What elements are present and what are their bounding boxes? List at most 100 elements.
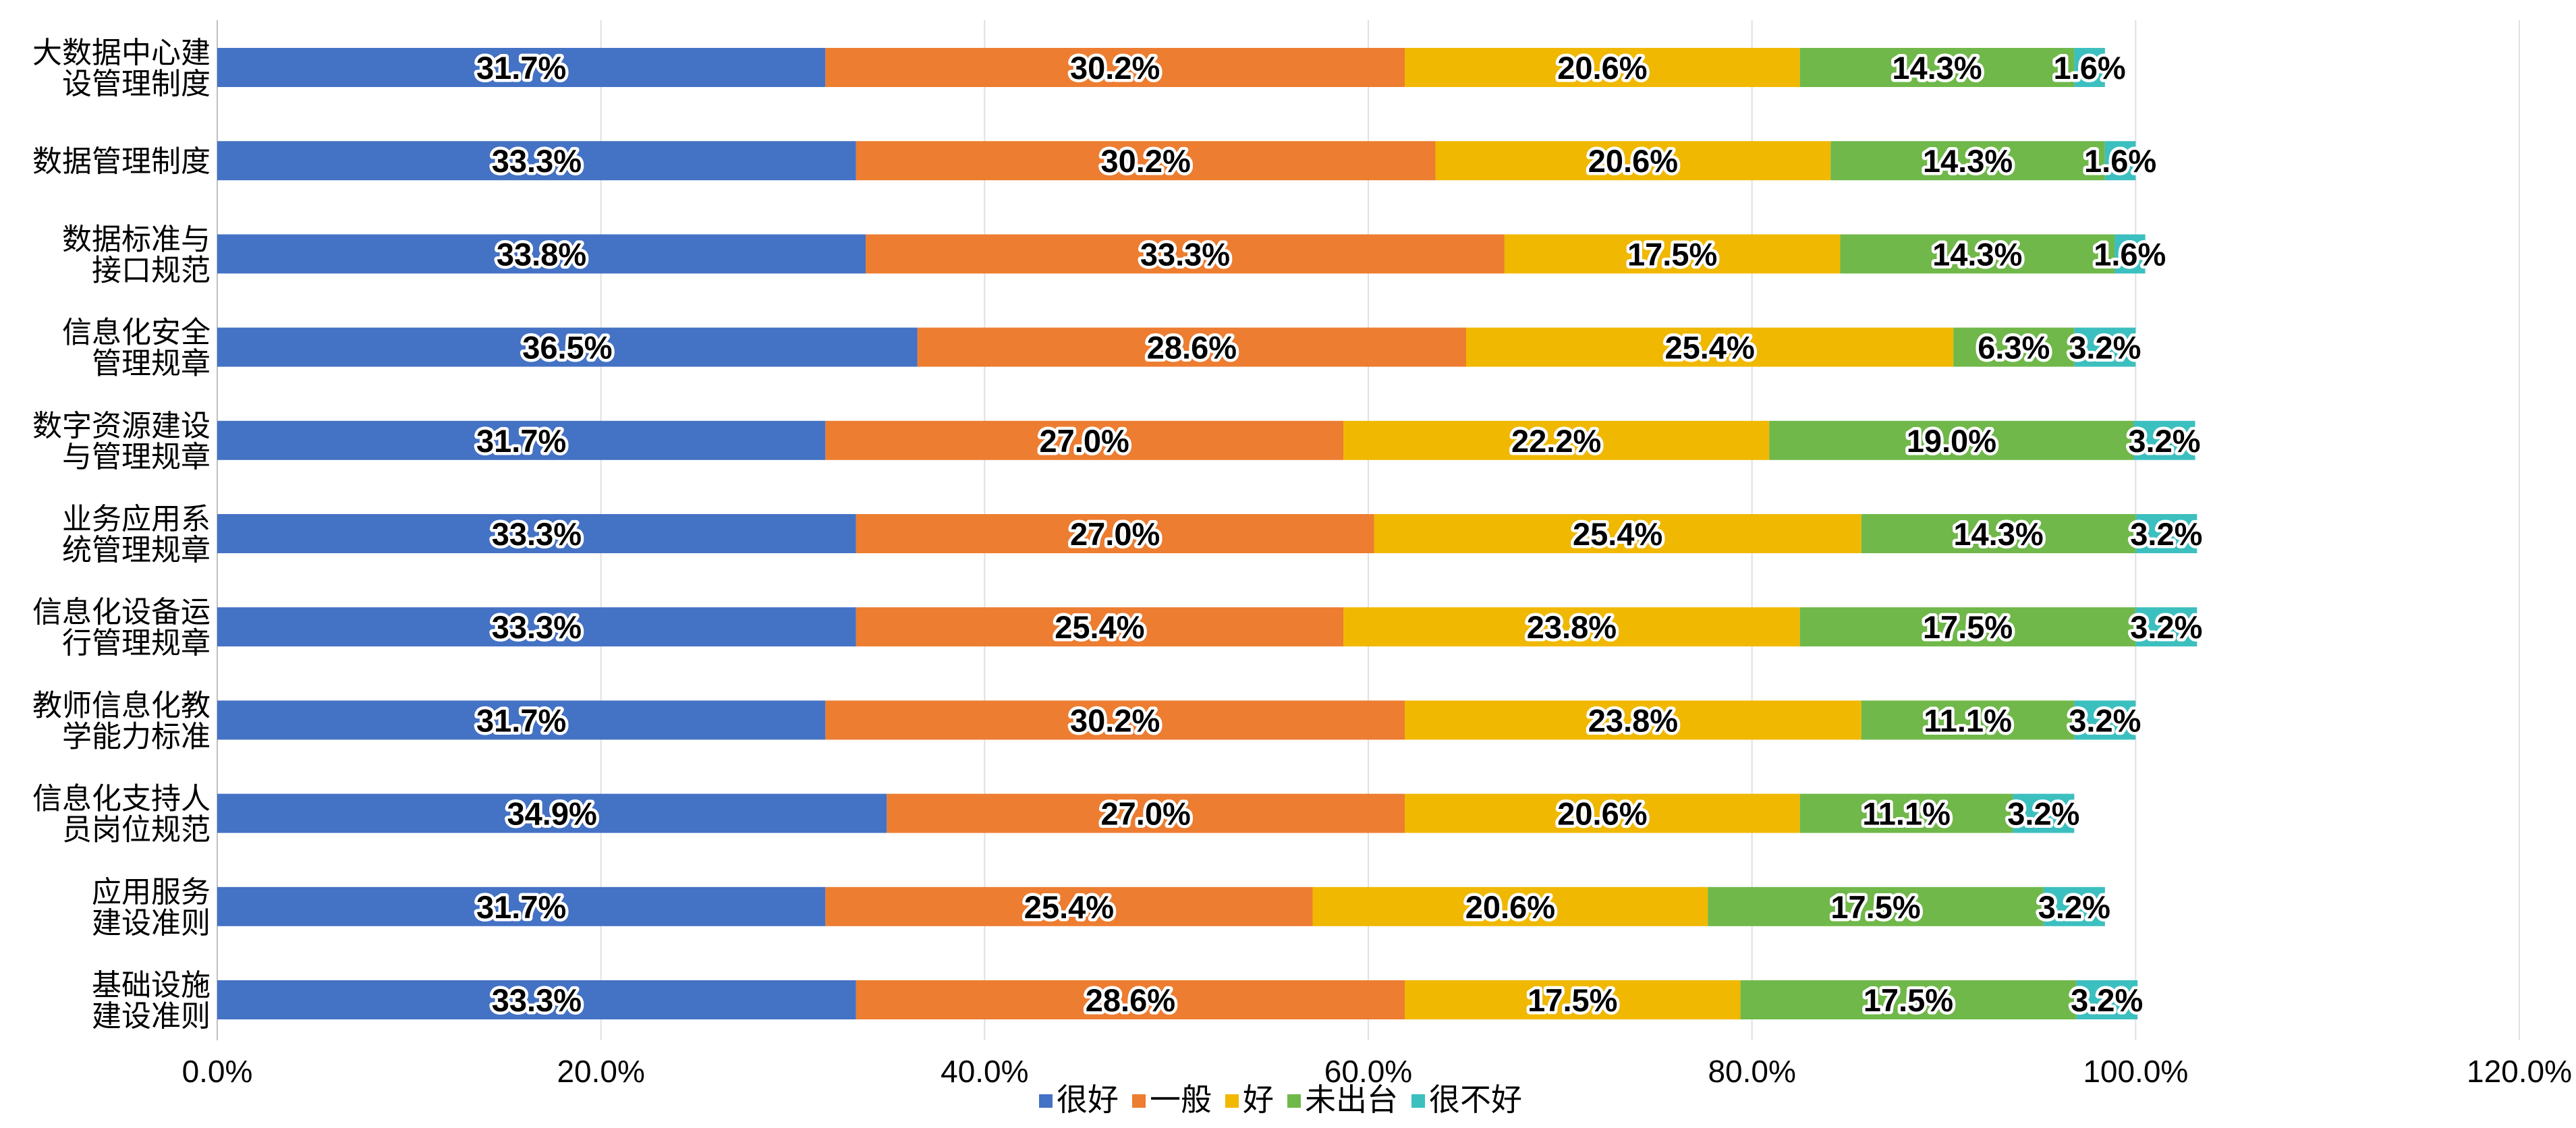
data-label: 31.7% — [476, 702, 566, 738]
bar-segment — [217, 420, 826, 460]
data-label: 3.2% — [2130, 609, 2202, 645]
data-label: 17.5% — [1627, 236, 1717, 272]
bar-segment — [217, 607, 856, 647]
data-label: 25.4% — [1024, 889, 1114, 925]
bar-segment — [1830, 141, 2105, 181]
data-label: 25.4% — [1055, 609, 1144, 645]
bar-segment — [217, 514, 856, 553]
bars — [217, 48, 2197, 1019]
category-label: 设管理制度 — [62, 67, 211, 101]
data-label: 31.7% — [476, 889, 566, 925]
category-label: 基础设施 — [92, 968, 211, 1003]
data-label: 27.0% — [1070, 516, 1160, 552]
category-label: 统管理规章 — [62, 533, 211, 567]
data-label: 3.2% — [2038, 889, 2110, 925]
bar-segment — [1861, 514, 2136, 553]
data-label: 30.2% — [1070, 702, 1160, 738]
legend-swatch — [1039, 1094, 1053, 1108]
category-label: 大数据中心建 — [32, 36, 211, 70]
data-label: 20.6% — [1588, 143, 1678, 179]
data-label: 14.3% — [1892, 50, 1982, 86]
bar-segment — [217, 700, 826, 740]
data-label: 30.2% — [1070, 50, 1160, 86]
bar-segment — [1405, 48, 1800, 87]
data-label: 33.3% — [492, 609, 582, 645]
category-label: 行管理规章 — [62, 626, 211, 660]
category-label: 学能力标准 — [62, 719, 211, 754]
bar-segment — [2076, 980, 2138, 1019]
legend-swatch — [1225, 1094, 1239, 1108]
data-label: 3.2% — [2130, 516, 2202, 552]
bar-segment — [2074, 327, 2136, 367]
data-label: 33.3% — [492, 982, 582, 1018]
category-label: 管理规章 — [92, 347, 211, 381]
data-label: 3.2% — [2069, 702, 2141, 738]
data-label: 20.6% — [1557, 796, 1647, 832]
data-label: 14.3% — [1923, 143, 2013, 179]
bar-segment — [825, 886, 1313, 926]
data-label: 6.3% — [1978, 330, 2050, 366]
bar-segment — [887, 793, 1405, 833]
category-axis: 大数据中心建设管理制度数据管理制度数据标准与接口规范信息化安全管理规章数字资源建… — [32, 36, 211, 1034]
category-label: 应用服务 — [92, 875, 211, 909]
bar-segment — [856, 141, 1436, 181]
data-label: 17.5% — [1528, 982, 1617, 1018]
data-label: 20.6% — [1465, 889, 1555, 925]
bar-segment — [217, 234, 866, 274]
bar-segment — [825, 420, 1344, 460]
bar-segment — [825, 700, 1405, 740]
data-label: 27.0% — [1040, 423, 1129, 459]
bar-segment — [1861, 700, 2075, 740]
bar-segment — [1799, 607, 2136, 647]
data-labels: 31.7% 30.2% 20.6% 14.3% 1.6% 33.3% 30.2% 20.6% 1… — [474, 47, 2206, 1021]
x-tick-label: 120.0% — [2467, 1054, 2572, 1089]
bar-segment — [2074, 700, 2136, 740]
data-label: 11.1% — [1924, 702, 2012, 738]
bar-segment — [1343, 420, 1770, 460]
data-label: 14.3% — [1932, 236, 2022, 272]
data-label: 33.3% — [1140, 236, 1230, 272]
data-label: 31.7% — [476, 423, 566, 459]
bar-segment — [917, 327, 1467, 367]
category-label: 数字资源建设 — [32, 409, 211, 443]
data-label: 23.8% — [1588, 702, 1678, 738]
bar-segment — [217, 980, 856, 1019]
data-label: 1.6% — [2094, 236, 2166, 272]
data-label: 17.5% — [1923, 609, 2013, 645]
bar-segment — [1799, 48, 2075, 87]
data-label: 28.6% — [1147, 330, 1237, 366]
bar-segment — [1740, 980, 2077, 1019]
bar-segment — [2133, 420, 2195, 460]
category-label: 信息化安全 — [62, 316, 211, 350]
data-label: 22.2% — [1511, 423, 1601, 459]
category-label: 信息化设备运 — [32, 595, 211, 629]
bar-segment — [2115, 234, 2146, 274]
bar-segment — [1435, 141, 1831, 181]
category-label: 建设准则 — [92, 999, 211, 1034]
data-label: 30.2% — [1101, 143, 1191, 179]
bar-segment — [2135, 607, 2197, 647]
data-label: 34.9% — [507, 796, 597, 832]
bar-segment — [1466, 327, 1954, 367]
data-label: 17.5% — [1830, 889, 1920, 925]
data-label: 25.4% — [1573, 516, 1662, 552]
bar-segment — [825, 48, 1405, 87]
bar-segment — [1312, 886, 1708, 926]
bar-segment — [1405, 793, 1800, 833]
data-label: 36.5% — [522, 330, 612, 366]
bar-segment — [1840, 234, 2115, 274]
bar-segment — [217, 48, 826, 87]
bar-segment — [2013, 793, 2075, 833]
bar-segment — [217, 141, 856, 181]
data-label: 17.5% — [1864, 982, 1953, 1018]
data-label: 20.6% — [1557, 50, 1647, 86]
bar-segment — [217, 793, 887, 833]
data-label: 3.2% — [2128, 423, 2200, 459]
data-label: 3.2% — [2069, 330, 2141, 366]
legend-swatch — [1411, 1094, 1425, 1108]
bar-segment — [1343, 607, 1800, 647]
data-label: 33.8% — [497, 236, 586, 272]
bar-segment — [1405, 700, 1861, 740]
legend: 很好 一般好未出台 很不好 — [1039, 1081, 1522, 1118]
